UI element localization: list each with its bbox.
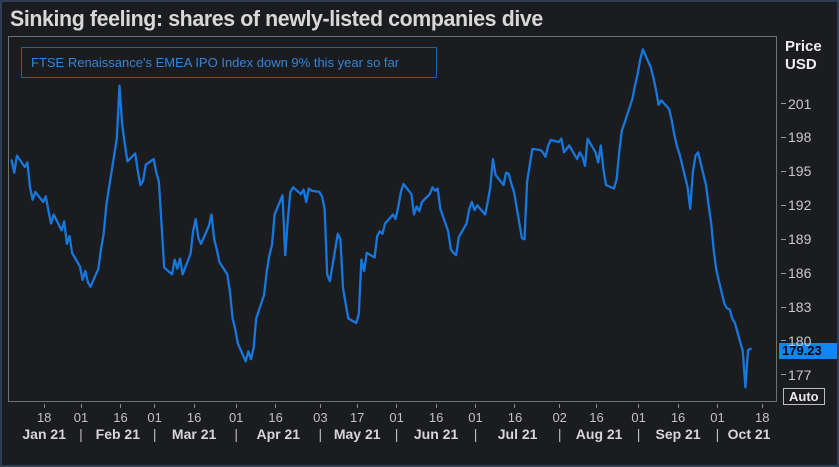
price-line-chart — [10, 48, 752, 389]
x-tick-mark — [275, 404, 277, 408]
x-month-label: Mar 21 — [171, 426, 217, 442]
y-tick-label: 201 — [788, 95, 812, 112]
x-month-label: Jul 21 — [497, 426, 538, 442]
x-tick-label: 02 — [552, 410, 567, 425]
annotation-box: FTSE Renaissance's EMEA IPO Index down 9… — [21, 47, 437, 78]
x-tick-mark — [677, 404, 679, 408]
x-month-label: Jun 21 — [413, 426, 459, 442]
x-month-divider: | — [318, 426, 323, 442]
y-tick-mark — [781, 374, 786, 376]
y-tick-label: 183 — [788, 299, 812, 316]
x-tick-label: 03 — [313, 410, 328, 425]
x-tick-label: 16 — [113, 410, 128, 425]
x-month-label: May 21 — [333, 426, 381, 442]
x-tick-mark — [514, 404, 516, 408]
x-month-divider: | — [394, 426, 399, 442]
x-month-label: Sep 21 — [655, 426, 701, 442]
x-month-divider: | — [636, 426, 641, 442]
y-tick-mark — [781, 103, 786, 105]
x-tick-mark — [396, 404, 398, 408]
x-month-divider: | — [152, 426, 157, 442]
x-tick-mark — [435, 404, 437, 408]
x-tick-mark — [235, 404, 237, 408]
page-title: Sinking feeling: shares of newly-listed … — [10, 6, 543, 31]
x-tick-label: 18 — [36, 410, 52, 425]
y-axis-title-line1: Price — [785, 38, 822, 55]
x-tick-mark — [319, 404, 321, 408]
x-tick-mark — [154, 404, 156, 408]
annotation-text: FTSE Renaissance's EMEA IPO Index down 9… — [31, 55, 400, 70]
x-tick-mark — [475, 404, 477, 408]
y-tick-mark — [781, 238, 786, 240]
y-tick-label: 198 — [788, 129, 812, 146]
y-tick-label: 192 — [788, 197, 812, 214]
x-tick-mark — [43, 404, 45, 408]
x-tick-label: 16 — [186, 410, 202, 425]
auto-scale-button[interactable]: Auto — [783, 388, 825, 405]
x-tick-mark — [638, 404, 640, 408]
x-tick-label: 01 — [228, 410, 244, 425]
x-month-label: Apr 21 — [256, 426, 301, 442]
x-tick-label: 16 — [589, 410, 604, 425]
x-month-divider: | — [715, 426, 720, 442]
y-tick-mark — [781, 136, 786, 138]
x-tick-mark — [356, 404, 358, 408]
y-tick-mark — [781, 204, 786, 206]
x-month-label: Jan 21 — [22, 426, 66, 442]
price-line — [10, 48, 752, 389]
y-tick-mark — [781, 306, 786, 308]
x-tick-mark — [559, 404, 561, 408]
x-tick-label: 16 — [428, 410, 444, 425]
x-tick-label: 01 — [631, 410, 646, 425]
x-month-label: Oct 21 — [727, 426, 771, 442]
y-tick-label: 177 — [788, 366, 812, 383]
y-axis-title-line2: USD — [785, 56, 817, 73]
x-tick-mark — [119, 404, 121, 408]
x-month-divider: | — [473, 426, 478, 442]
y-axis-title: Price USD — [785, 38, 822, 74]
x-month-divider: | — [79, 426, 83, 442]
y-tick-label: 195 — [788, 163, 812, 180]
x-tick-mark — [717, 404, 718, 408]
x-tick-label: 01 — [710, 410, 725, 425]
x-tick-label: 01 — [147, 410, 162, 425]
x-tick-label: 18 — [754, 410, 770, 425]
x-month-divider: | — [557, 426, 562, 442]
x-tick-label: 17 — [349, 410, 365, 425]
x-tick-label: 16 — [670, 410, 686, 425]
x-tick-mark — [761, 404, 763, 408]
x-tick-mark — [80, 404, 82, 408]
x-tick-mark — [193, 404, 195, 408]
x-tick-label: 01 — [389, 410, 404, 425]
y-tick-label: 189 — [788, 231, 812, 248]
x-tick-mark — [596, 404, 598, 408]
y-tick-label: 186 — [788, 265, 812, 282]
x-month-label: Aug 21 — [575, 426, 623, 442]
plot-area — [8, 36, 777, 402]
y-tick-mark — [781, 170, 786, 172]
y-tick-label: 180 — [788, 332, 812, 349]
y-tick-mark — [781, 272, 786, 274]
last-price-flag: 179.23 — [779, 342, 837, 359]
x-tick-label: 16 — [268, 410, 283, 425]
x-month-label: Feb 21 — [95, 426, 141, 442]
x-month-divider: | — [234, 426, 239, 442]
x-tick-label: 16 — [507, 410, 523, 425]
x-tick-label: 01 — [73, 410, 89, 425]
y-tick-mark — [781, 340, 786, 342]
x-tick-label: 01 — [468, 410, 483, 425]
